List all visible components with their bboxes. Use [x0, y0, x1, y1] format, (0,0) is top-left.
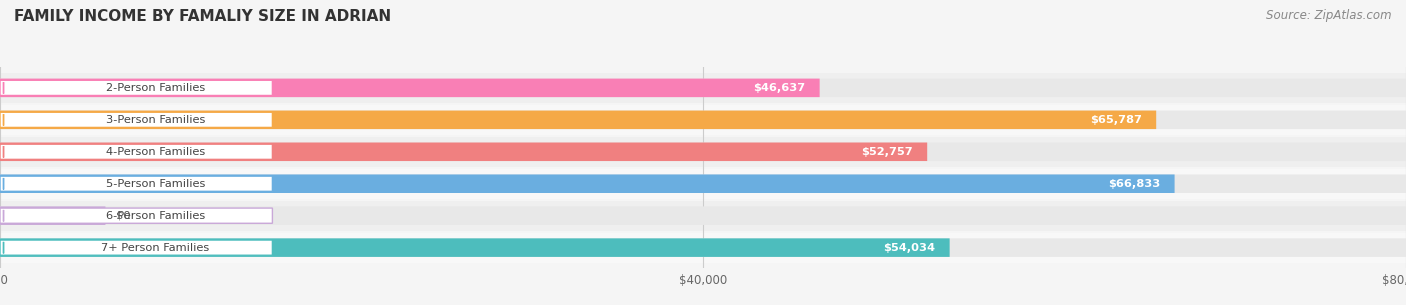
FancyBboxPatch shape — [0, 206, 105, 225]
Text: FAMILY INCOME BY FAMALIY SIZE IN ADRIAN: FAMILY INCOME BY FAMALIY SIZE IN ADRIAN — [14, 9, 391, 24]
Bar — [0, 233, 1406, 263]
FancyBboxPatch shape — [0, 144, 273, 160]
FancyBboxPatch shape — [0, 239, 949, 257]
FancyBboxPatch shape — [0, 110, 1156, 129]
FancyBboxPatch shape — [0, 110, 1406, 129]
FancyBboxPatch shape — [0, 142, 1406, 161]
Bar — [0, 73, 1406, 103]
FancyBboxPatch shape — [0, 79, 1406, 97]
FancyBboxPatch shape — [0, 174, 1406, 193]
FancyBboxPatch shape — [0, 208, 273, 223]
Text: Source: ZipAtlas.com: Source: ZipAtlas.com — [1267, 9, 1392, 22]
Bar — [0, 105, 1406, 135]
Bar — [0, 169, 1406, 199]
Text: $54,034: $54,034 — [883, 243, 935, 253]
FancyBboxPatch shape — [0, 240, 273, 255]
Text: 5-Person Families: 5-Person Families — [105, 179, 205, 189]
Text: 4-Person Families: 4-Person Families — [105, 147, 205, 157]
FancyBboxPatch shape — [0, 80, 273, 95]
FancyBboxPatch shape — [0, 79, 820, 97]
FancyBboxPatch shape — [0, 176, 273, 191]
Text: $65,787: $65,787 — [1090, 115, 1142, 125]
Text: 3-Person Families: 3-Person Families — [105, 115, 205, 125]
FancyBboxPatch shape — [0, 142, 927, 161]
Text: 2-Person Families: 2-Person Families — [105, 83, 205, 93]
FancyBboxPatch shape — [0, 112, 273, 127]
Bar — [0, 137, 1406, 167]
Text: $66,833: $66,833 — [1108, 179, 1160, 189]
Bar — [0, 201, 1406, 231]
Text: $0: $0 — [115, 211, 131, 221]
Text: $46,637: $46,637 — [754, 83, 806, 93]
FancyBboxPatch shape — [0, 239, 1406, 257]
Text: 7+ Person Families: 7+ Person Families — [101, 243, 209, 253]
Text: $52,757: $52,757 — [862, 147, 912, 157]
Text: 6-Person Families: 6-Person Families — [105, 211, 205, 221]
FancyBboxPatch shape — [0, 206, 1406, 225]
FancyBboxPatch shape — [0, 174, 1174, 193]
